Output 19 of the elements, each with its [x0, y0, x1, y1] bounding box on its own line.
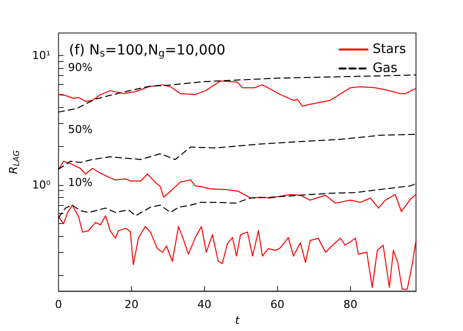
annotation: 90%: [68, 61, 92, 74]
y-axis-title: RLAG: [7, 150, 21, 174]
annotation: 10%: [68, 176, 92, 189]
line-series: [58, 134, 416, 170]
line-series: [58, 74, 416, 113]
y-tick-label: 10¹: [32, 49, 50, 62]
x-tick-label: 60: [270, 298, 284, 312]
line-series: [58, 80, 416, 107]
x-tick-label: 40: [197, 298, 212, 312]
line-series: [58, 204, 416, 290]
x-axis-title: t: [235, 314, 240, 327]
line-series: [58, 160, 416, 212]
x-tick-label: 0: [55, 298, 62, 312]
annotation: 50%: [68, 123, 92, 136]
x-tick-label: 80: [343, 298, 358, 312]
legend-label: Stars: [372, 42, 406, 57]
y-tick-label: 10⁰: [32, 178, 52, 192]
legend-label: Gas: [372, 61, 398, 76]
x-tick-label: 20: [124, 298, 138, 312]
